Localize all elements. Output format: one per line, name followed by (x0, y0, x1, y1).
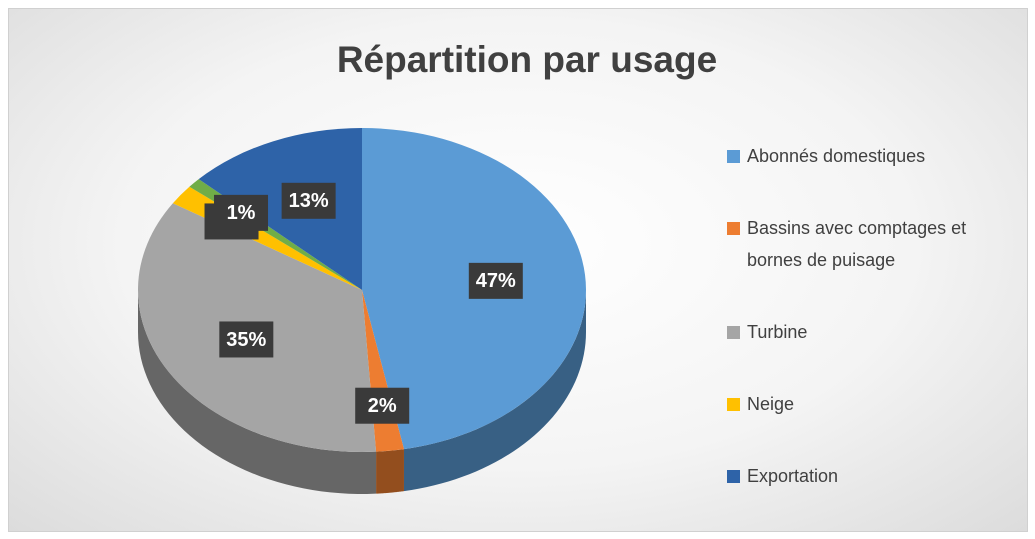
legend-item: Exportation (727, 460, 1017, 492)
legend-item: Bassins avec comptages et bornes de puis… (727, 212, 1017, 276)
legend-label: Neige (747, 394, 795, 414)
data-label: 47% (476, 270, 516, 292)
legend-swatch (727, 222, 740, 235)
legend-swatch (727, 470, 740, 483)
slice (198, 128, 362, 290)
data-label: 1% (227, 202, 256, 224)
slice-side (138, 290, 377, 494)
data-label: 35% (226, 329, 266, 351)
legend: Abonnés domestiques Bassins avec comptage… (727, 140, 1017, 532)
legend-label: Abonnés domestiques (747, 146, 926, 166)
data-label-box (355, 387, 410, 424)
legend-swatch (727, 398, 740, 411)
legend-label: Bassins avec comptages et bornes de puis… (747, 218, 967, 270)
data-label-box (281, 182, 336, 219)
legend-item: Abonnés domestiques (727, 140, 1017, 172)
data-label-box (214, 194, 269, 231)
data-label: 2% (368, 395, 397, 417)
slice-side (403, 290, 586, 492)
slice-side (376, 449, 404, 494)
data-label-box (219, 321, 274, 358)
data-label: 13% (289, 190, 329, 212)
legend-item: Turbine (727, 316, 1017, 348)
legend-label: Turbine (747, 322, 808, 342)
legend-swatch (727, 326, 740, 339)
legend-swatch (727, 150, 740, 163)
legend-item: Neige (727, 388, 1017, 420)
data-label-box (468, 262, 523, 299)
chart-title: Répartition par usage (337, 39, 717, 80)
legend-label: Exportation (747, 466, 839, 486)
